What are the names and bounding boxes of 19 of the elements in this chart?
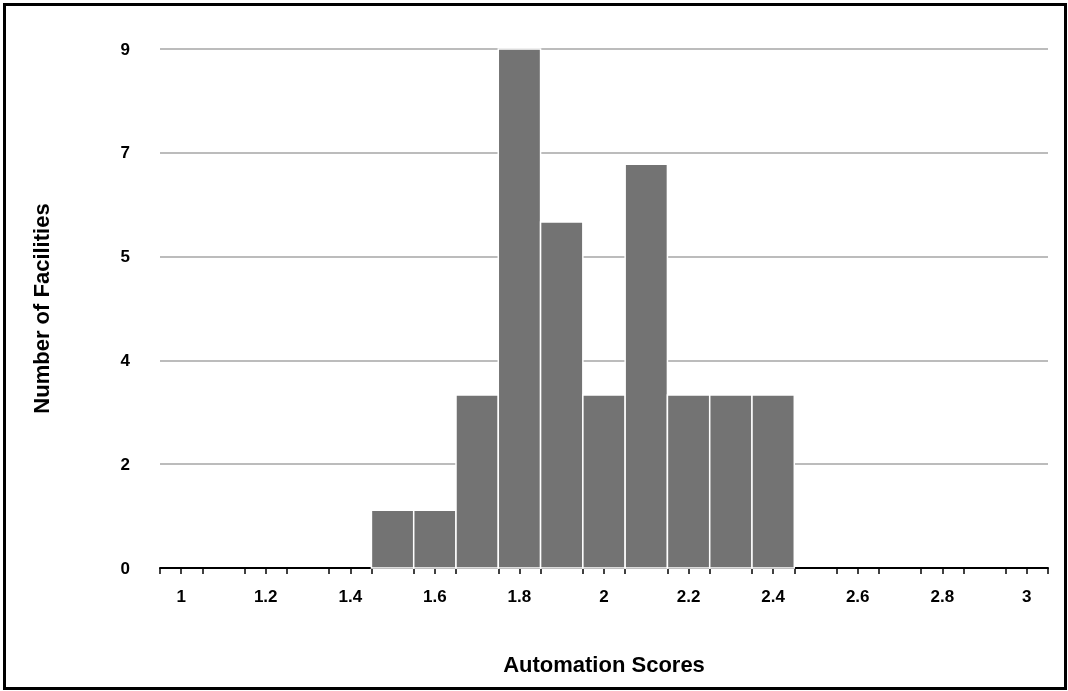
x-axis-title: Automation Scores — [503, 651, 705, 677]
y-tick-label: 0 — [120, 558, 130, 578]
y-axis-title: Number of Facilities — [28, 203, 54, 414]
x-tick-label: 2 — [599, 587, 609, 606]
y-tick-label: 7 — [120, 143, 130, 163]
x-tick-label: 2.2 — [676, 587, 701, 606]
x-tick-label: 1 — [176, 587, 186, 606]
y-tick-label: 2 — [120, 454, 130, 474]
x-tick-label: 1.8 — [507, 587, 532, 606]
x-tick-label: 3 — [1022, 587, 1032, 606]
x-tick-label: 1.6 — [423, 587, 447, 606]
x-tick-label: 2.6 — [845, 587, 870, 606]
x-tick-label: 2.8 — [930, 587, 955, 606]
y-tick-label: 5 — [120, 247, 130, 267]
y-tick-label: 9 — [120, 39, 130, 59]
x-tick-label: 1.4 — [338, 587, 363, 606]
x-tick-label: 2.4 — [761, 587, 786, 606]
y-tick-label: 4 — [120, 350, 131, 370]
x-tick-label: 1.2 — [253, 587, 278, 606]
